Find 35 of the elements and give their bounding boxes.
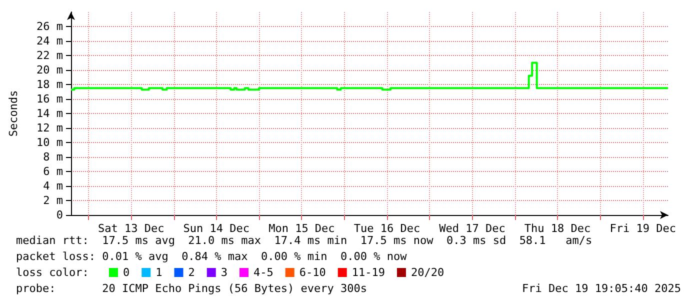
legend-label: 0 <box>123 266 130 279</box>
y-tick-label: 2 m <box>43 194 64 207</box>
text: Fri Dec 19 19:05:40 2025 <box>522 282 682 295</box>
y-tick-label: 4 m <box>43 180 64 192</box>
x-tick-label: Mon 15 Dec <box>268 222 335 235</box>
y-tick-label: 24 m <box>36 34 64 48</box>
y-tick-label: 6 m <box>43 165 64 178</box>
x-tick-label: Wed 17 Dec <box>439 222 506 235</box>
text: packet loss: 0.01 % avg 0.84 % max 0.00 % min 0.00 % now <box>16 250 408 263</box>
legend-label: 20/20 <box>410 266 444 279</box>
y-tick-label: 8 m <box>43 150 64 164</box>
y-tick-label: 22 m <box>36 49 64 62</box>
text: median rtt: 17.5 ms avg 21.0 ms max 17.4 ms min 17.5 ms now 0.3 ms sd 58.1 am/s <box>16 234 592 247</box>
y-tick-label: 10 m <box>36 136 64 149</box>
y-tick-label: 0 <box>56 208 63 222</box>
y-tick-label: 14 m <box>36 107 64 120</box>
y-tick-label: 16 m <box>36 92 64 106</box>
y-tick-label: 26 m <box>36 20 64 33</box>
legend-label: 11-19 <box>352 266 385 279</box>
x-tick-label: Fri 19 Dec <box>610 222 676 235</box>
y-tick-label: 18 m <box>36 78 64 91</box>
y-axis-title: Seconds <box>7 90 20 137</box>
legend-label: 2 <box>188 266 195 279</box>
legend-label: 1 <box>156 266 162 279</box>
legend-label: 3 <box>220 266 228 279</box>
y-tick-label: 12 m <box>36 122 64 134</box>
x-tick-label: Sat 13 Dec <box>98 222 164 235</box>
x-tick-label: Tue 16 Dec <box>354 222 420 235</box>
y-tick-label: 20 m <box>36 64 64 76</box>
text: loss color: <box>16 266 89 279</box>
legend-label: 6-10 <box>299 266 326 279</box>
x-tick-label: Thu 18 Dec <box>524 222 591 235</box>
legend-label: 4-5 <box>253 266 274 279</box>
x-tick-label: Sun 14 Dec <box>183 222 250 235</box>
text: probe: 20 ICMP Echo Pings (56 Bytes) every 300s <box>16 282 367 295</box>
